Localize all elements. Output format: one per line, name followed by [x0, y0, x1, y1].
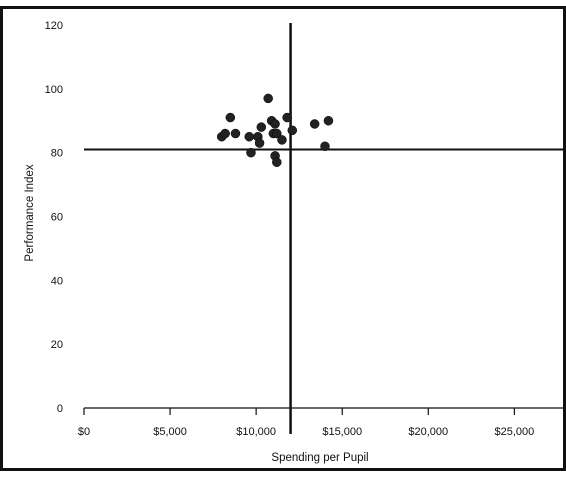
data-point — [263, 93, 273, 104]
x-axis-title: Spending per Pupil — [271, 452, 368, 464]
chart-border — [0, 6, 566, 471]
data-point — [244, 131, 255, 142]
data-point — [323, 116, 334, 126]
data-point — [254, 138, 265, 148]
y-tick-label: 40 — [51, 275, 63, 287]
data-point — [272, 128, 282, 139]
data-point — [282, 112, 292, 123]
x-tick-label: $25,000 — [494, 426, 534, 438]
data-point — [225, 112, 236, 123]
y-axis-title: Performance Index — [24, 164, 36, 261]
y-tick-label: 0 — [57, 403, 63, 415]
y-tick-label: 120 — [45, 20, 63, 32]
reference-lines-group — [84, 23, 566, 434]
y-ticks-group: 0 20 40 60 80 100 120 — [45, 20, 63, 415]
y-tick-label: 60 — [51, 212, 63, 224]
data-point — [246, 147, 256, 158]
data-point — [270, 119, 280, 129]
x-ticks-group: $0 $5,000 $10,000 $15,000 $20,000 $25,000 — [78, 408, 534, 438]
data-point — [320, 141, 330, 152]
y-tick-label: 80 — [51, 148, 63, 160]
data-point — [230, 128, 241, 139]
x-tick-label: $10,000 — [236, 426, 276, 438]
x-tick-label: $20,000 — [408, 426, 448, 438]
data-point — [309, 119, 320, 129]
x-tick-label: $5,000 — [153, 426, 187, 438]
data-point — [256, 122, 267, 132]
data-point — [287, 125, 298, 136]
y-tick-label: 100 — [45, 84, 63, 96]
data-point — [277, 135, 287, 145]
x-tick-label: $15,000 — [322, 426, 362, 438]
y-tick-label: 20 — [51, 339, 63, 351]
data-point — [272, 157, 282, 167]
x-tick-label: $0 — [78, 426, 90, 438]
points-group — [216, 93, 334, 167]
data-point — [220, 128, 230, 139]
